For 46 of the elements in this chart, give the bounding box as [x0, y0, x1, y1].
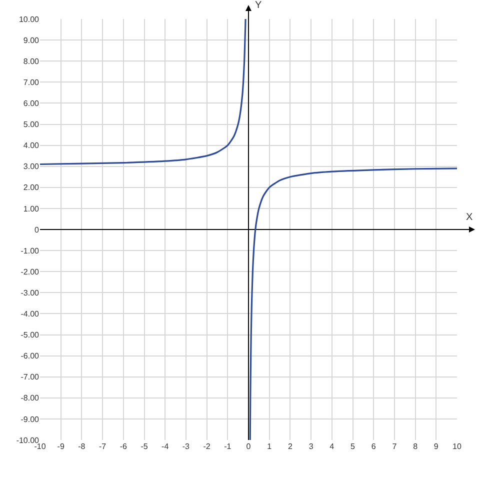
x-tick-label: 2 — [288, 442, 293, 451]
x-axis-title: X — [466, 212, 473, 223]
y-tick-label: -8.00 — [20, 394, 40, 403]
x-tick-label: 4 — [330, 442, 335, 451]
y-tick-label: 0 — [34, 225, 40, 234]
x-tick-label: -9 — [57, 442, 65, 451]
y-tick-label: 9.00 — [23, 36, 40, 45]
x-tick-label: 6 — [371, 442, 376, 451]
y-tick-label: -4.00 — [20, 310, 40, 318]
x-tick-label: -4 — [162, 442, 170, 451]
y-tick-label: 1.00 — [23, 204, 40, 214]
x-tick-label: 5 — [350, 442, 356, 451]
x-tick-label: -6 — [120, 442, 128, 451]
x-tick-label: -1 — [224, 442, 232, 451]
line-series — [249, 168, 457, 440]
y-tick-label: -5.00 — [20, 330, 40, 340]
y-tick-label: 2.00 — [23, 183, 40, 192]
y-tick-label: -3.00 — [20, 288, 40, 298]
x-tick-label: 3 — [308, 442, 314, 451]
y-tick-label: -2.00 — [20, 267, 40, 276]
y-tick-label: -6.00 — [20, 352, 40, 361]
x-tick-label: -10 — [34, 442, 46, 451]
x-tick-label: -3 — [182, 442, 190, 451]
x-tick-label: -5 — [140, 442, 148, 451]
y-axis-title: Y — [255, 0, 262, 11]
y-tick-label: -9.00 — [20, 414, 40, 424]
x-tick-label: -2 — [203, 442, 211, 451]
x-tick-label: 7 — [392, 442, 398, 451]
y-tick-label: -10.00 — [16, 436, 40, 445]
y-tick-label: 6.00 — [23, 99, 40, 108]
x-tick-label: 10 — [452, 442, 462, 451]
y-tick-label: 8.00 — [23, 56, 40, 66]
y-tick-label: 5.00 — [23, 120, 40, 130]
y-tick-label: 3.00 — [23, 162, 40, 172]
y-tick-label: -7.00 — [20, 372, 40, 382]
y-tick-label: 10.00 — [18, 14, 40, 24]
x-tick-label: 0 — [246, 442, 252, 451]
y-tick-label: 7.00 — [23, 78, 40, 87]
y-tick-label: -1.00 — [20, 246, 40, 256]
y-tick-label: 4.00 — [23, 141, 40, 150]
x-tick-label: 1 — [267, 442, 272, 451]
x-tick-label: 8 — [413, 442, 418, 451]
x-tick-label: -7 — [98, 442, 107, 451]
x-tick-label: -8 — [78, 442, 86, 451]
x-tick-label: 9 — [434, 442, 439, 451]
line-series — [40, 19, 246, 166]
